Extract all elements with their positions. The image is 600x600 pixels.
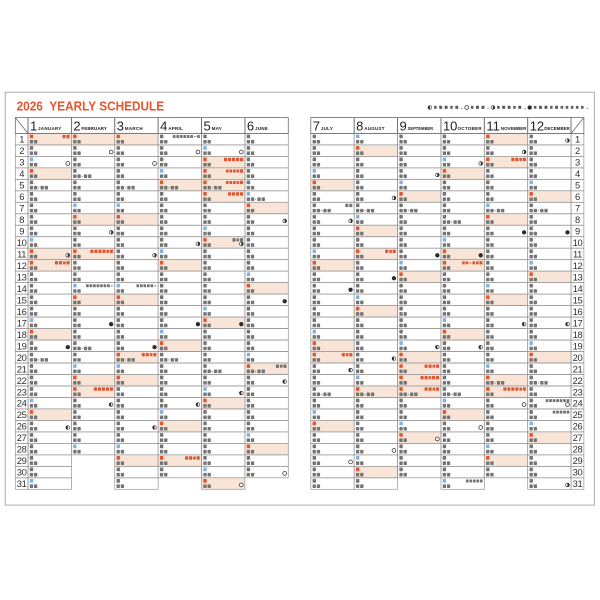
svg-text:22: 22 bbox=[17, 375, 27, 386]
svg-text:27: 27 bbox=[17, 432, 27, 443]
svg-text:7: 7 bbox=[19, 203, 24, 214]
svg-text:12: 12 bbox=[573, 260, 583, 271]
svg-text:14: 14 bbox=[17, 283, 27, 294]
svg-text:18: 18 bbox=[573, 329, 583, 340]
svg-text:8: 8 bbox=[575, 214, 580, 225]
svg-text:14: 14 bbox=[573, 283, 583, 294]
svg-text:8: 8 bbox=[19, 214, 24, 225]
svg-text:25: 25 bbox=[17, 409, 27, 420]
svg-text:26: 26 bbox=[573, 421, 583, 432]
svg-text:JULY: JULY bbox=[321, 126, 333, 131]
svg-text:9: 9 bbox=[400, 118, 407, 133]
svg-text:16: 16 bbox=[17, 306, 27, 317]
svg-text:5: 5 bbox=[575, 180, 580, 191]
svg-text:JUNE: JUNE bbox=[255, 126, 268, 131]
svg-text:11: 11 bbox=[17, 249, 26, 260]
svg-text:27: 27 bbox=[573, 432, 583, 443]
svg-text:25: 25 bbox=[573, 409, 583, 420]
svg-text:DECEMBER: DECEMBER bbox=[544, 126, 570, 131]
svg-text:17: 17 bbox=[17, 317, 27, 328]
svg-text:2: 2 bbox=[19, 145, 24, 156]
svg-text:FEBRUARY: FEBRUARY bbox=[81, 126, 107, 131]
svg-text:23: 23 bbox=[573, 386, 583, 397]
svg-text:7: 7 bbox=[313, 118, 320, 133]
svg-text:8: 8 bbox=[356, 118, 363, 133]
svg-text:5: 5 bbox=[204, 118, 211, 133]
svg-text:6: 6 bbox=[19, 191, 24, 202]
svg-text:23: 23 bbox=[17, 386, 27, 397]
svg-text:28: 28 bbox=[573, 444, 583, 455]
svg-text:1: 1 bbox=[19, 134, 24, 145]
svg-text:13: 13 bbox=[573, 271, 583, 282]
svg-text:28: 28 bbox=[17, 444, 27, 455]
svg-text:5: 5 bbox=[19, 180, 24, 191]
svg-text:4: 4 bbox=[160, 118, 167, 133]
svg-text:15: 15 bbox=[573, 294, 583, 305]
svg-text:30: 30 bbox=[17, 467, 27, 478]
svg-text:6: 6 bbox=[247, 118, 254, 133]
svg-text:2: 2 bbox=[73, 118, 80, 133]
svg-text:20: 20 bbox=[573, 352, 583, 363]
svg-text:OCTOBER: OCTOBER bbox=[458, 126, 483, 131]
svg-text:1: 1 bbox=[575, 134, 580, 145]
svg-text:2: 2 bbox=[575, 145, 580, 156]
svg-text:31: 31 bbox=[573, 478, 583, 489]
svg-text:29: 29 bbox=[17, 455, 27, 466]
svg-text:16: 16 bbox=[573, 306, 583, 317]
svg-text:APRIL: APRIL bbox=[168, 126, 183, 131]
svg-text:20: 20 bbox=[17, 352, 27, 363]
svg-text:AUGUST: AUGUST bbox=[364, 126, 385, 131]
svg-text:31: 31 bbox=[17, 478, 27, 489]
svg-text:3: 3 bbox=[575, 157, 580, 168]
svg-text:19: 19 bbox=[17, 340, 27, 351]
svg-text:4: 4 bbox=[19, 168, 24, 179]
svg-text:24: 24 bbox=[573, 398, 583, 409]
svg-text:MARCH: MARCH bbox=[125, 126, 144, 131]
svg-text:11: 11 bbox=[573, 249, 582, 260]
svg-text:1: 1 bbox=[30, 118, 37, 133]
svg-text:11: 11 bbox=[486, 118, 500, 133]
svg-text:9: 9 bbox=[19, 226, 24, 237]
svg-text:NOVEMBER: NOVEMBER bbox=[501, 126, 527, 131]
svg-text:29: 29 bbox=[573, 455, 583, 466]
svg-text:4: 4 bbox=[575, 168, 580, 179]
svg-text:JANUARY: JANUARY bbox=[38, 126, 61, 131]
svg-text:12: 12 bbox=[530, 118, 544, 133]
svg-text:10: 10 bbox=[443, 118, 457, 133]
svg-text:3: 3 bbox=[117, 118, 124, 133]
svg-text:7: 7 bbox=[575, 203, 580, 214]
svg-text:13: 13 bbox=[17, 271, 27, 282]
svg-text:30: 30 bbox=[573, 467, 583, 478]
svg-text:SEPTEMBER: SEPTEMBER bbox=[408, 126, 434, 131]
svg-text:21: 21 bbox=[573, 363, 583, 374]
svg-text:19: 19 bbox=[573, 340, 583, 351]
svg-text:2026 YEARLY SCHEDULE: 2026 YEARLY SCHEDULE bbox=[17, 98, 165, 113]
svg-text:17: 17 bbox=[573, 317, 583, 328]
svg-text:10: 10 bbox=[573, 237, 583, 248]
svg-text:9: 9 bbox=[575, 226, 580, 237]
svg-text:26: 26 bbox=[17, 421, 27, 432]
svg-text:MAY: MAY bbox=[212, 126, 222, 131]
svg-text:6: 6 bbox=[575, 191, 580, 202]
svg-text:15: 15 bbox=[17, 294, 27, 305]
svg-text:21: 21 bbox=[17, 363, 27, 374]
svg-text:12: 12 bbox=[17, 260, 27, 271]
svg-text:22: 22 bbox=[573, 375, 583, 386]
svg-text:18: 18 bbox=[17, 329, 27, 340]
svg-text:10: 10 bbox=[17, 237, 27, 248]
svg-text:3: 3 bbox=[19, 157, 24, 168]
svg-text:24: 24 bbox=[17, 398, 27, 409]
